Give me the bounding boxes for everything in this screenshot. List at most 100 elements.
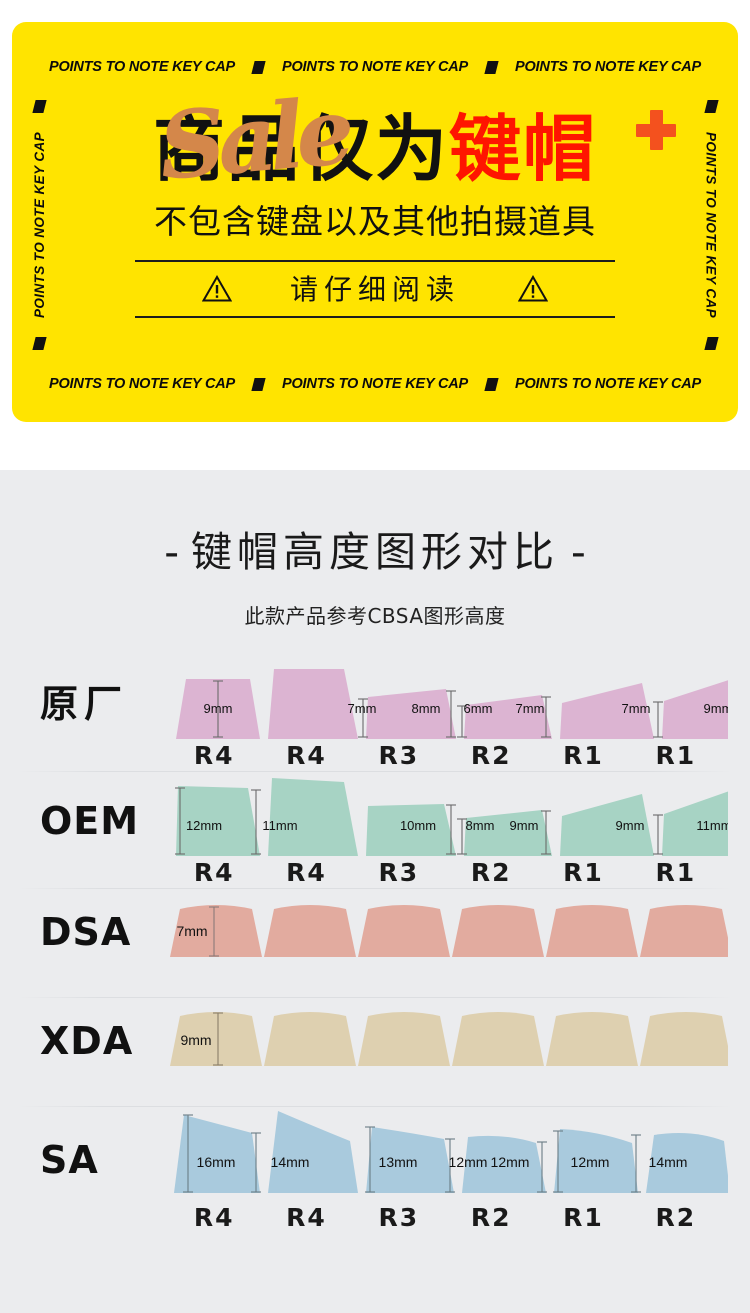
- row-divider: [18, 771, 732, 772]
- measurement-label: 7mm: [622, 701, 651, 716]
- row-label: R4: [286, 741, 327, 770]
- title-text: 键帽高度图形对比: [191, 528, 559, 576]
- row-label-group: R4 R4 R3 R2 R1 R1: [168, 741, 722, 770]
- row-label: R4: [286, 858, 327, 887]
- profile-row-dsa: DSA 7mm: [0, 889, 750, 997]
- profile-name: DSA: [40, 910, 132, 954]
- read-carefully-text: 请仔细阅读: [289, 273, 460, 306]
- profile-row-cherry: 原厂: [0, 655, 750, 771]
- row-label: R2: [470, 1203, 512, 1232]
- square-bullet-icon: [31, 337, 47, 350]
- measurement-label: 14mm: [649, 1154, 688, 1170]
- measurement-label: 6mm: [464, 701, 493, 716]
- square-bullet-icon: [251, 60, 266, 74]
- measurement-label: 7mm: [348, 701, 377, 716]
- measurement-label: 11mm: [696, 818, 728, 833]
- marquee-text: POINTS TO NOTE KEY CAP: [281, 376, 468, 392]
- profile-diagram: 7mm: [168, 889, 750, 961]
- sa-keycap-shapes: 16mm 14mm 13mm 12mm 12mm 12mm 14mm: [174, 1111, 728, 1193]
- row-label: R1: [563, 1203, 604, 1232]
- row-label: R1: [563, 741, 604, 770]
- measurement-label: 7mm: [516, 701, 545, 716]
- row-label: R4: [193, 858, 235, 887]
- measurement-label: 9mm: [616, 818, 645, 833]
- row-label: R3: [378, 858, 420, 887]
- profile-row-xda: XDA 9mm: [0, 998, 750, 1106]
- comparison-subtitle: 此款产品参考CBSA图形高度: [244, 604, 506, 628]
- measurement-label: 7mm: [176, 923, 207, 939]
- warning-triangle-icon: [201, 274, 232, 301]
- marquee-text: POINTS TO NOTE KEY CAP: [515, 376, 702, 392]
- marquee-top: POINTS TO NOTE KEY CAP POINTS TO NOTE KE…: [12, 59, 738, 75]
- measurement-label: 9mm: [204, 701, 233, 716]
- row-label: R1: [655, 741, 697, 770]
- cherry-keycap-shapes: 9mm 7mm 8mm 6mm 7mm 7mm 9mm: [176, 669, 728, 739]
- profile-name: SA: [40, 1138, 99, 1182]
- row-label: R3: [378, 1203, 420, 1232]
- row-label: R2: [470, 741, 512, 770]
- side-rail-left: POINTS TO NOTE KEY CAP: [26, 100, 52, 350]
- dsa-keycap-shapes: 7mm: [170, 905, 728, 957]
- measurement-label: 9mm: [510, 818, 539, 833]
- measurement-label: 11mm: [262, 818, 297, 833]
- marquee-text: POINTS TO NOTE KEY CAP: [48, 59, 235, 75]
- row-label: R4: [286, 1203, 327, 1232]
- measurement-label: 10mm: [400, 818, 436, 833]
- measurement-label: 12mm: [449, 1154, 488, 1170]
- profile-row-oem: OEM: [0, 772, 750, 888]
- square-bullet-icon: [251, 377, 266, 391]
- square-bullet-icon: [31, 100, 47, 113]
- measurement-label: 8mm: [466, 818, 495, 833]
- row-label: R4: [193, 1203, 235, 1232]
- row-divider: [18, 888, 732, 889]
- oem-keycap-shapes: 12mm 11mm 10mm 8mm 9mm 9mm 11mm: [175, 778, 728, 856]
- side-rail-text: POINTS TO NOTE KEY CAP: [31, 131, 47, 319]
- notice-banner-section: POINTS TO NOTE KEY CAP POINTS TO NOTE KE…: [0, 0, 750, 470]
- plus-icon: [636, 110, 676, 150]
- measurement-label: 8mm: [412, 701, 441, 716]
- notice-subline: 不包含键盘以及其他拍摄道具: [154, 202, 596, 241]
- measurement-label: 12mm: [571, 1154, 610, 1170]
- square-bullet-icon: [484, 60, 499, 74]
- notice-headline: 商品仅为键帽 Sale: [152, 77, 598, 201]
- square-bullet-icon: [703, 100, 719, 113]
- side-rail-right: POINTS TO NOTE KEY CAP: [698, 100, 724, 350]
- marquee-text: POINTS TO NOTE KEY CAP: [515, 59, 702, 75]
- comparison-title: - 键帽高度图形对比 -: [0, 518, 750, 578]
- marquee-bottom: POINTS TO NOTE KEY CAP POINTS TO NOTE KE…: [12, 376, 738, 392]
- profile-diagram: 12mm 11mm 10mm 8mm 9mm 9mm 11mm: [168, 772, 750, 860]
- profile-name: OEM: [40, 799, 140, 843]
- headline-black-text: 商品仅为: [152, 107, 449, 191]
- headline-red-text: 键帽: [449, 107, 598, 191]
- profile-name: 原厂: [40, 682, 129, 726]
- warning-triangle-icon: [518, 274, 548, 301]
- side-rail-text: POINTS TO NOTE KEY CAP: [703, 131, 719, 319]
- profile-row-sa: SA: [0, 1107, 750, 1232]
- square-bullet-icon: [703, 337, 719, 350]
- profile-diagram: 9mm: [168, 998, 750, 1070]
- row-divider: [18, 1106, 732, 1107]
- xda-keycap-shapes: 9mm: [170, 1012, 728, 1066]
- measurement-label: 12mm: [491, 1154, 530, 1170]
- row-divider: [18, 997, 732, 998]
- notice-card: POINTS TO NOTE KEY CAP POINTS TO NOTE KE…: [12, 22, 738, 422]
- row-label-group: R4 R4 R3 R2 R1 R1: [168, 858, 722, 887]
- row-label: R1: [655, 858, 697, 887]
- read-carefully-bar: 请仔细阅读: [135, 260, 615, 318]
- row-label: R4: [193, 741, 235, 770]
- row-label-group: R4 R4 R3 R2 R1 R2: [168, 1203, 722, 1232]
- measurement-label: 9mm: [704, 701, 728, 716]
- height-comparison-section: - 键帽高度图形对比 - 此款产品参考CBSA图形高度 原厂: [0, 470, 750, 1313]
- row-label: R1: [563, 858, 604, 887]
- row-label: R3: [378, 741, 420, 770]
- profile-diagram: 9mm 7mm 8mm 6mm 7mm 7mm 9mm: [168, 655, 750, 743]
- title-dash-left: -: [164, 528, 179, 576]
- measurement-label: 9mm: [180, 1032, 211, 1048]
- measurement-label: 16mm: [197, 1154, 236, 1170]
- title-dash-right: -: [571, 528, 586, 576]
- notice-body: 商品仅为键帽 Sale 不包含键盘以及其他拍摄道具 请仔细阅读: [64, 77, 686, 318]
- profile-diagram: 16mm 14mm 13mm 12mm 12mm 12mm 14mm: [168, 1107, 750, 1199]
- row-label: R2: [470, 858, 512, 887]
- marquee-text: POINTS TO NOTE KEY CAP: [281, 59, 468, 75]
- measurement-label: 13mm: [379, 1154, 418, 1170]
